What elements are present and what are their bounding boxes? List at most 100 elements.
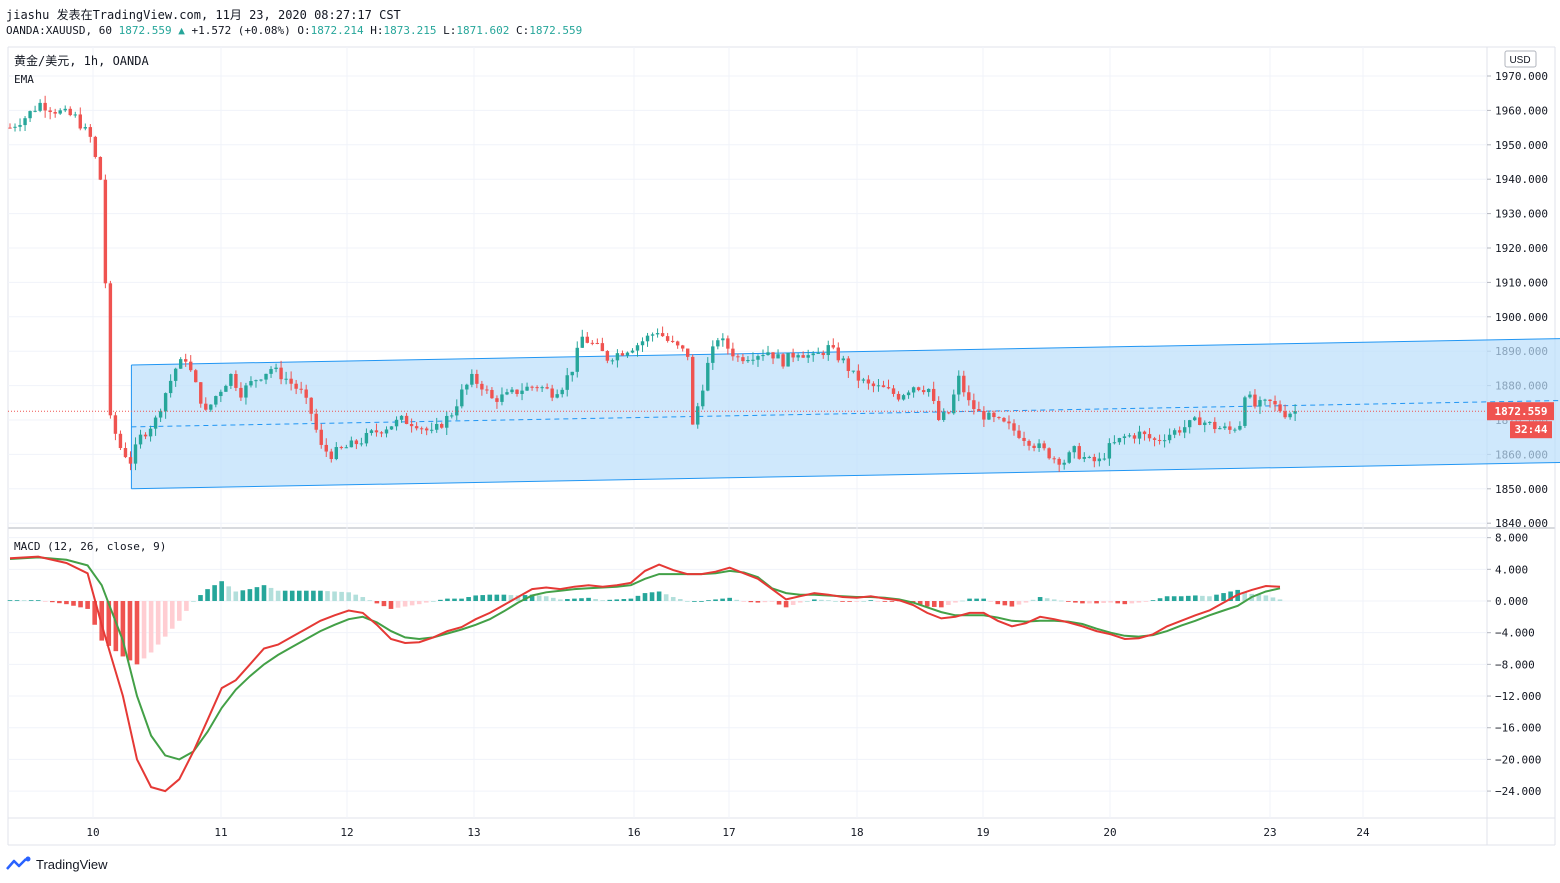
candle-body [1052,458,1056,460]
candle-body [1248,394,1252,398]
macd-histogram-bar [649,592,655,601]
candle-body [1047,448,1051,459]
macd-histogram-bar [755,601,761,603]
candle-body [354,440,359,445]
macd-histogram-bar [304,590,309,601]
candle-body [1107,443,1112,459]
candle-body [68,108,72,116]
macd-signal-line [9,556,1281,761]
candle-body [1087,456,1091,458]
macd-histogram-bar [967,598,972,601]
candle-body [394,419,399,427]
macd-histogram-bar [924,601,930,607]
candle-body [1172,430,1177,435]
candle-body [771,352,775,359]
channel-median-line [131,400,1560,428]
candle-body [1218,428,1222,430]
macd-histogram-bar [402,601,408,607]
candle-body [505,392,509,395]
candle-body [510,389,514,393]
candle-body [480,383,484,390]
macd-histogram-bar [374,601,380,604]
macd-histogram-bar [946,601,951,605]
close-label: C: [516,24,530,37]
candle-body [1097,458,1102,462]
macd-histogram-bar [1214,594,1219,601]
macd-histogram-bar [226,586,232,601]
macd-line [9,555,1281,793]
price-tick-label: 1960.000 [1495,104,1548,117]
brand[interactable]: TradingView [6,856,108,872]
macd-histogram-bar [882,601,888,602]
candle-body [841,358,846,361]
candle-body [921,390,926,393]
candle-body [726,338,730,349]
macd-tick-label: 4.000 [1495,563,1528,576]
price-tick-label: 1930.000 [1495,208,1548,221]
candle-body [670,340,675,342]
candle-body [1012,423,1016,431]
candle-body [168,380,173,394]
macd-histogram-bar [826,600,831,602]
macd-histogram-bar [1129,601,1135,604]
candle-body [866,379,871,384]
macd-histogram-bar [593,599,598,601]
candle-body [1228,426,1232,430]
candle-body [1007,421,1011,424]
macd-histogram-bar [169,601,175,629]
candle-body [856,370,861,381]
candle-body [465,384,469,390]
candle-body [289,378,293,384]
candle-body [460,389,464,407]
macd-histogram-bar [1150,600,1156,602]
candle-body [1157,439,1162,441]
macd-histogram-bar [261,585,267,601]
macd-histogram-bar [607,599,613,601]
candle-body [249,381,253,386]
macd-histogram-bar [445,598,450,601]
candle-body [716,340,720,347]
candle-body [560,389,564,395]
candle-body [349,440,354,448]
macd-histogram-bar [480,595,486,601]
candle-body [173,368,178,381]
candle-body [731,348,735,357]
macd-histogram-bar [1051,599,1057,601]
candle-body [199,382,203,404]
macd-histogram-bar [988,601,994,602]
candle-body [1077,446,1081,459]
candle-body [1112,442,1117,444]
macd-histogram-bar [1178,596,1184,601]
symbol-label[interactable]: OANDA:XAUUSD, 60 [6,24,112,37]
macd-histogram-bar [7,600,13,602]
macd-histogram-bar [1193,595,1198,601]
candle-body [655,333,660,335]
candle-body [997,417,1001,419]
candle-body [525,386,529,391]
candle-body [1258,400,1262,407]
candle-body [369,430,374,433]
candle-body [259,379,263,381]
macd-histogram-bar [960,600,965,602]
candle-body [585,336,589,343]
macd-tick-label: −12.000 [1495,690,1541,703]
candle-body [194,370,198,383]
macd-histogram-bar [713,599,718,601]
candle-body [776,354,780,359]
candle-body [1278,404,1282,412]
candle-body [1122,436,1127,439]
low-label: L: [443,24,457,37]
macd-histogram-bar [367,600,373,602]
candle-body [942,412,946,420]
candle-body [861,379,866,381]
candle-body [1193,417,1197,421]
macd-histogram-bar [1256,594,1262,601]
candle-body [148,428,153,437]
candle-body [1223,426,1227,429]
macd-histogram-bar [318,590,323,601]
macd-histogram-bar [494,594,500,601]
high-label: H: [370,24,384,37]
candle-body [1182,427,1187,433]
macd-histogram-bar [621,599,627,601]
